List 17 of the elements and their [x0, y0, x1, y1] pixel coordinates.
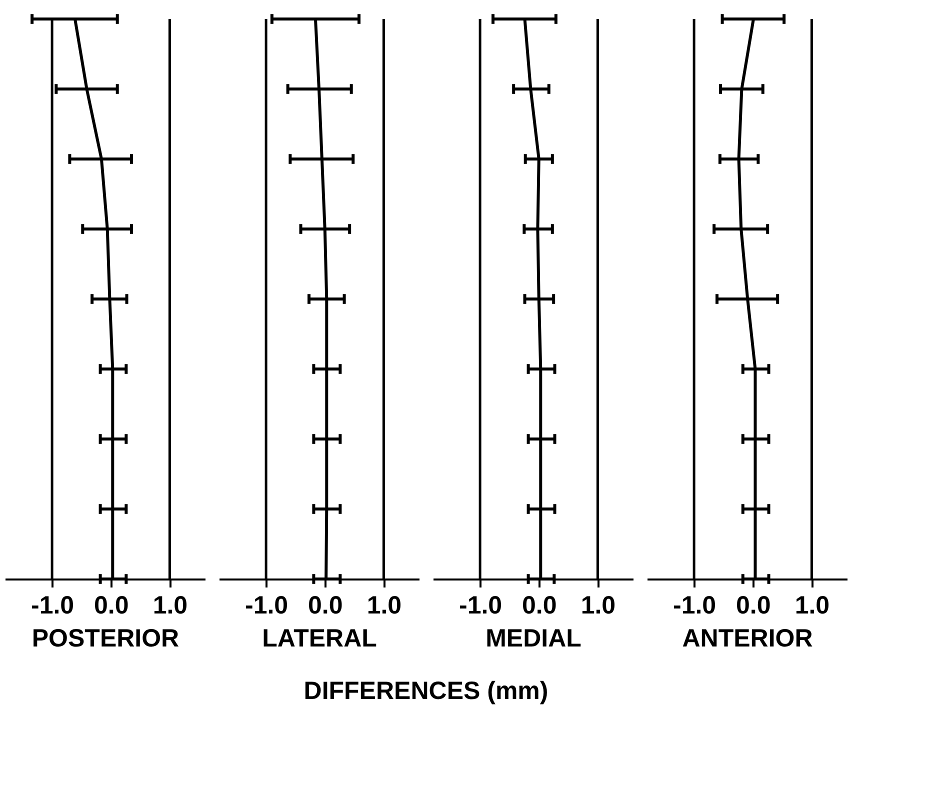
x-tick-label: 1.0 [794, 592, 830, 620]
x-axis-title: LATERAL [262, 624, 377, 652]
x-axis-title: ANTERIOR [682, 624, 813, 652]
x-tick-label: -1.0 [31, 592, 74, 620]
x-tick-label: 0.0 [522, 592, 557, 620]
x-tick-label: -1.0 [673, 592, 716, 620]
x-tick-label: 0.0 [308, 592, 343, 620]
x-axis-title: POSTERIOR [32, 624, 180, 652]
x-tick-label: 1.0 [152, 592, 188, 620]
x-tick-label: 0.0 [94, 592, 129, 620]
x-axis-title: MEDIAL [486, 624, 582, 652]
text: DIFFERENCES (mm) [304, 677, 548, 705]
x-tick-label: -1.0 [459, 592, 502, 620]
x-tick-label: 1.0 [580, 592, 616, 620]
x-tick-label: -1.0 [245, 592, 288, 620]
x-tick-label: 0.0 [736, 592, 771, 620]
x-tick-label: 1.0 [366, 592, 402, 620]
